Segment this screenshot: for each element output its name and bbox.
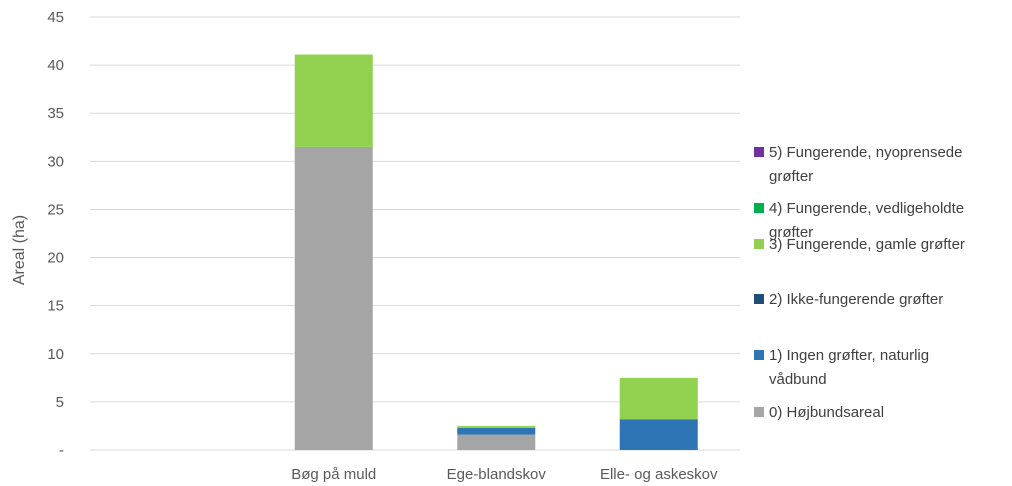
legend-entry-label: grøfter [769,224,813,241]
x-tick-label: Ege-blandskov [447,466,547,483]
y-axis-ticks: - 5 10 15 20 25 30 35 40 45 [47,9,64,459]
y-tick-label: 25 [47,201,64,218]
y-tick-label: 5 [56,394,64,411]
y-axis-label: Areal (ha) [11,215,28,285]
legend: 5) Fungerende, nyoprensede grøfter 4) Fung… [754,144,965,421]
legend-swatch [754,147,764,157]
y-tick-label: 40 [47,57,64,74]
legend-entry-label: 0) Højbundsareal [769,404,884,421]
legend-swatch [754,294,764,304]
x-tick-label: Bøg på muld [291,466,376,483]
x-tick-label: Elle- og askeskov [600,466,718,483]
legend-entry-label: 1) Ingen grøfter, naturlig [769,347,929,364]
legend-entry-label: grøfter [769,168,813,185]
y-tick-label: 20 [47,250,64,267]
legend-swatch [754,407,764,417]
bars [294,54,698,450]
bar-segment [457,425,536,428]
legend-swatch [754,350,764,360]
x-axis-ticks: Bøg på muld Ege-blandskov Elle- og askesko… [291,466,718,483]
y-tick-label: 35 [47,105,64,122]
legend-swatch [754,239,764,249]
y-tick-label: 30 [47,153,64,170]
bar-segment [457,427,536,435]
gridlines [90,16,740,451]
bar-segment [294,54,373,147]
legend-entry-label: vådbund [769,371,827,388]
legend-entry-label: 2) Ikke-fungerende grøfter [769,291,943,308]
y-tick-label: 15 [47,298,64,315]
bar-segment [619,419,698,450]
legend-entry-label: 3) Fungerende, gamle grøfter [769,236,965,253]
y-tick-label: - [59,442,64,459]
bar-segment [457,434,536,450]
legend-entry-label: 4) Fungerende, vedligeholdte [769,200,964,217]
y-tick-label: 10 [47,346,64,363]
y-tick-label: 45 [47,9,64,26]
legend-swatch [754,203,764,213]
bar-segment [294,146,373,450]
bar-segment [619,377,698,420]
legend-entry-label: 5) Fungerende, nyoprensede [769,144,962,161]
